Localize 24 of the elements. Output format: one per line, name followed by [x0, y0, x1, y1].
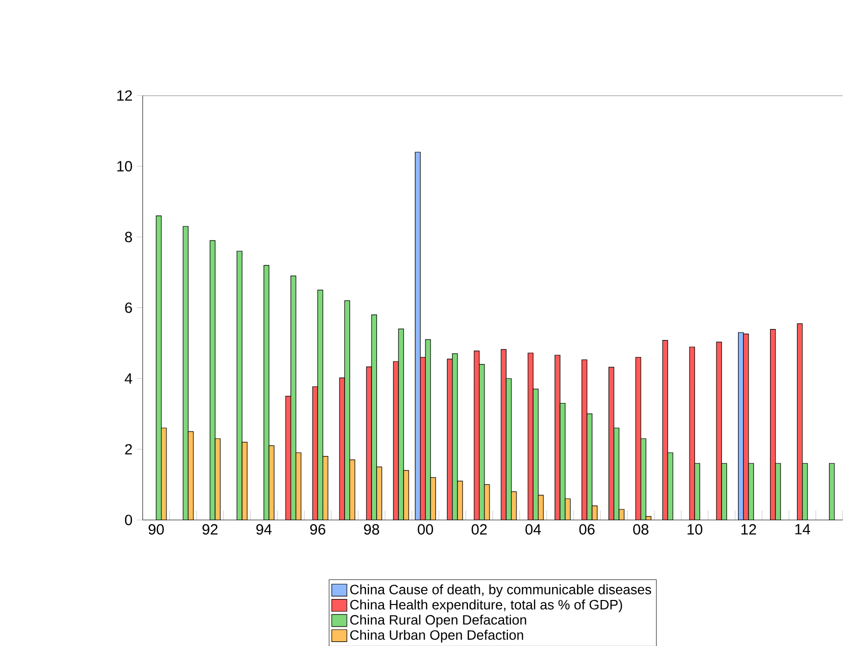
x-tick-label: 02: [472, 524, 487, 534]
y-tick-label: 10: [117, 160, 132, 172]
y-tick-label: 4: [124, 373, 132, 384]
x-tick-label: 10: [688, 524, 702, 534]
legend-label: China Health expenditure, total as % of GDP): [350, 599, 622, 612]
x-tick-label: 96: [310, 524, 326, 534]
x-tick-label: 94: [256, 524, 272, 534]
legend-label: China Urban Open Defaction: [350, 630, 524, 642]
legend-label: China Cause of death, by communicable diseases: [350, 584, 652, 597]
x-tick-label: 12: [741, 524, 756, 534]
y-tick-label: 12: [117, 90, 132, 100]
y-tick-label: 6: [125, 302, 132, 313]
x-tick-label: 90: [148, 524, 164, 534]
x-tick-label: 14: [795, 524, 810, 534]
y-tick-label: 8: [125, 232, 132, 242]
x-tick-label: 06: [579, 524, 595, 534]
x-tick-label: 98: [364, 524, 380, 534]
x-tick-label: 92: [202, 524, 218, 534]
legend-label: China Rural Open Defacation: [350, 614, 526, 628]
x-tick-label: 08: [633, 524, 648, 534]
x-tick-label: 04: [525, 524, 541, 534]
x-tick-label: 00: [418, 524, 434, 534]
y-tick-label: 0: [124, 514, 132, 526]
y-tick-label: 2: [125, 444, 132, 454]
